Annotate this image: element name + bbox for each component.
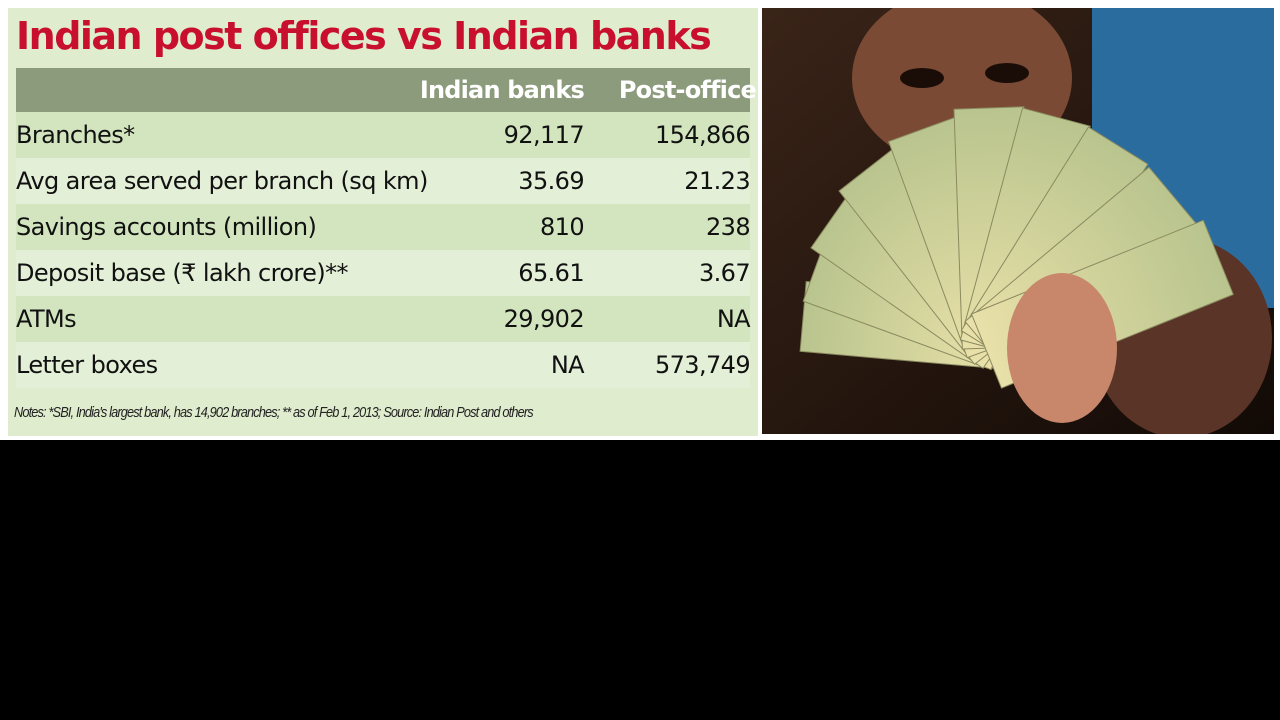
cell-value: 238	[705, 213, 751, 241]
table-row: ATMs 29,902 NA	[16, 296, 751, 342]
cell-value: 92,117	[503, 121, 585, 149]
row-label: Letter boxes	[16, 351, 158, 379]
cell-value: 21.23	[684, 167, 750, 195]
column-header: Indian banks	[419, 76, 585, 104]
table-header: Indian banks Post-office	[16, 68, 757, 112]
table-row: Letter boxes NA 573,749	[16, 342, 751, 388]
notes: Notes: *SBI, India's largest bank, has 1…	[14, 404, 534, 421]
row-label: Savings accounts (million)	[16, 213, 317, 241]
cell-value: 810	[539, 213, 585, 241]
table-panel: Indian post offices vs Indian banks Indi…	[8, 8, 758, 436]
column-header: Post-office	[618, 76, 757, 104]
cell-value: 65.61	[518, 259, 584, 287]
table-row: Deposit base (₹ lakh crore)** 65.61 3.67	[16, 250, 751, 296]
cell-value: 3.67	[698, 259, 751, 287]
row-label: Avg area served per branch (sq km)	[16, 167, 428, 195]
cell-value: 35.69	[518, 167, 584, 195]
row-label: ATMs	[16, 305, 77, 333]
table-row: Branches* 92,117 154,866	[16, 112, 751, 158]
infographic: Indian post offices vs Indian banks Indi…	[0, 0, 1280, 440]
photo	[762, 8, 1274, 434]
title: Indian post offices vs Indian banks	[16, 14, 712, 58]
table-row: Avg area served per branch (sq km) 35.69 2…	[16, 158, 751, 204]
cell-value: NA	[716, 305, 751, 333]
cell-value: 154,866	[654, 121, 751, 149]
table-row: Savings accounts (million) 810 238	[16, 204, 751, 250]
cell-value: 573,749	[654, 351, 751, 379]
row-label: Branches*	[16, 121, 135, 149]
cell-value: NA	[550, 351, 585, 379]
cell-value: 29,902	[503, 305, 585, 333]
row-label: Deposit base (₹ lakh crore)**	[16, 259, 348, 287]
